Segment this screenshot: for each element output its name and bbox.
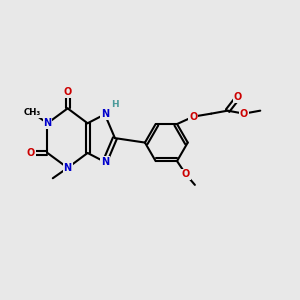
Text: N: N	[101, 157, 109, 167]
Text: O: O	[234, 92, 242, 102]
Text: N: N	[44, 118, 52, 128]
Text: O: O	[64, 87, 72, 97]
Text: O: O	[182, 169, 190, 179]
Text: N: N	[64, 163, 72, 173]
Text: H: H	[111, 100, 119, 109]
Text: O: O	[240, 109, 248, 118]
Text: CH₃: CH₃	[24, 108, 41, 117]
Text: N: N	[101, 109, 109, 119]
Text: O: O	[189, 112, 197, 122]
Text: O: O	[27, 148, 35, 158]
